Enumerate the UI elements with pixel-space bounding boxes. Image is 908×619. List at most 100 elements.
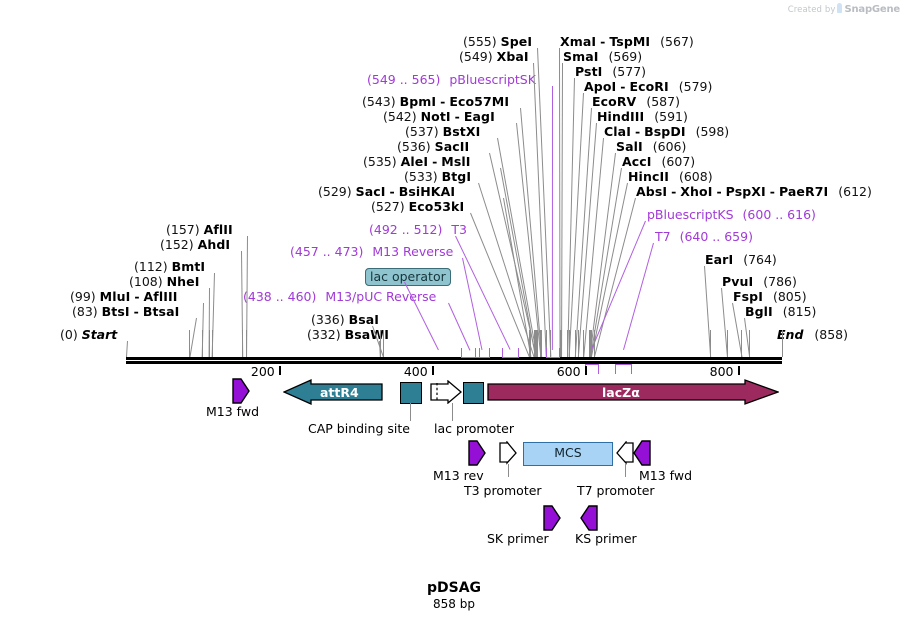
feature-m13-rev[interactable] <box>468 440 486 470</box>
enzyme-name: AflII <box>203 222 233 237</box>
enzyme-label-bmti[interactable]: (112) BmtI <box>134 259 205 274</box>
feature-lac-operator-box[interactable] <box>463 382 484 404</box>
enzyme-name: BsaWI <box>344 327 389 342</box>
enzyme-label-nhei[interactable]: (108) NheI <box>129 274 200 289</box>
restriction-tick <box>749 330 751 357</box>
enzyme-name: EcoRV <box>592 94 637 109</box>
snapgene-credit: Created by SnapGene <box>788 3 900 15</box>
enzyme-pos: (786) <box>763 274 797 289</box>
enzyme-label-pvui[interactable]: PvuI (786) <box>722 274 797 289</box>
feature-t3-promoter[interactable] <box>499 440 517 469</box>
enzyme-label-btgi[interactable]: (533) BtgI <box>404 169 471 184</box>
primer-label-m13-puc-reverse[interactable]: (438 .. 460) M13/pUC Reverse <box>243 289 436 304</box>
enzyme-label-ahdi[interactable]: (152) AhdI <box>160 237 230 252</box>
enzyme-label-aflii[interactable]: (157) AflII <box>166 222 233 237</box>
enzyme-pos: (567) <box>660 34 694 49</box>
feature-lacza[interactable] <box>487 379 780 409</box>
feature-t7-promoter[interactable] <box>616 440 634 469</box>
separator: - <box>620 79 626 94</box>
enzyme-label-xmai-tspmi[interactable]: XmaI - TspMI (567) <box>560 34 694 49</box>
enzyme-label-sali[interactable]: SalI (606) <box>616 139 686 154</box>
enzyme-label-hindiii[interactable]: HindIII (591) <box>597 109 688 124</box>
restriction-tick <box>211 330 213 357</box>
enzyme-label-ecorv[interactable]: EcoRV (587) <box>592 94 680 109</box>
separator: - <box>634 124 641 139</box>
primer-label-pbluescriptsk[interactable]: (549 .. 565) pBluescriptSK <box>367 72 536 87</box>
enzyme-label-xbai[interactable]: (549) XbaI <box>459 49 529 64</box>
enzyme-label-alei-msli[interactable]: (535) AleI - MslI <box>363 154 471 169</box>
enzyme-label-spei[interactable]: (555) SpeI <box>463 34 532 49</box>
feature-m13-fwd[interactable] <box>633 440 651 470</box>
backbone-inner-line <box>126 360 782 361</box>
enzyme-label-bsawi[interactable]: (332) BsaWI <box>307 327 389 342</box>
enzyme-name: PstI <box>575 64 603 79</box>
terminal-label-end[interactable]: End (858) <box>777 327 848 342</box>
feature-sk-primer[interactable] <box>543 505 561 535</box>
separator: - <box>454 109 460 124</box>
feature-label-t7-promoter: T7 promoter <box>577 483 655 498</box>
feature-label-m13-fwd: M13 fwd <box>639 468 693 483</box>
enzyme-name: SacI <box>355 184 386 199</box>
enzyme-label-mlui-afliii[interactable]: (99) MluI - AflIII <box>70 289 177 304</box>
enzyme-label-apoi-ecori[interactable]: ApoI - EcoRI (579) <box>584 79 712 94</box>
enzyme-label-psti[interactable]: PstI (577) <box>575 64 646 79</box>
lac-operator-chip[interactable]: lac operator <box>365 266 451 286</box>
enzyme-name: PspXI <box>725 184 766 199</box>
terminal-label-start[interactable]: (0) Start <box>60 327 117 342</box>
restriction-tick <box>567 330 569 357</box>
enzyme-pos: (542) <box>383 109 417 124</box>
plasmid-length: 858 bp <box>433 597 475 611</box>
enzyme-name: SalI <box>616 139 643 154</box>
enzyme-label-absi-xhoi-pspxi-paer7i[interactable]: AbsI - XhoI - PspXI - PaeR7I (612) <box>636 184 872 199</box>
restriction-tick <box>382 330 384 357</box>
enzyme-name: AleI <box>400 154 429 169</box>
enzyme-label-clai-bspdi[interactable]: ClaI - BspDI (598) <box>604 124 729 139</box>
arrow-right-icon <box>487 379 780 405</box>
enzyme-label-noti-eagi[interactable]: (542) NotI - EagI <box>383 109 495 124</box>
ruler-tick <box>278 366 281 375</box>
sequence-backbone[interactable] <box>126 357 782 364</box>
primer-name: pBluescriptKS <box>647 207 734 222</box>
enzyme-pos: (83) <box>72 304 98 319</box>
restriction-tick <box>535 330 537 357</box>
primer-label-t3[interactable]: (492 .. 512) T3 <box>369 222 467 237</box>
primer-range: (492 .. 512) <box>369 222 443 237</box>
primer-label-m13-reverse[interactable]: (457 .. 473) M13 Reverse <box>290 244 453 259</box>
enzyme-label-bpmi-eco57mi[interactable]: (543) BpmI - Eco57MI <box>362 94 509 109</box>
enzyme-name: ClaI <box>604 124 631 139</box>
enzyme-label-eari[interactable]: EarI (764) <box>705 252 777 267</box>
feature-lac-promoter[interactable] <box>430 379 463 408</box>
primer-label-t7[interactable]: T7 (640 .. 659) <box>655 229 753 244</box>
enzyme-label-bsai[interactable]: (336) BsaI <box>311 312 379 327</box>
feature-mcs[interactable]: MCS <box>523 442 613 466</box>
ruler-tick <box>584 366 587 375</box>
feature-cap-binding-site[interactable] <box>400 382 422 404</box>
feature-attr4[interactable] <box>282 378 383 409</box>
enzyme-label-hincii[interactable]: HincII (608) <box>628 169 713 184</box>
plasmid-name: pDSAG <box>426 580 482 596</box>
primer-label-pbluescriptks[interactable]: pBluescriptKS (600 .. 616) <box>647 207 816 222</box>
enzyme-label-smai[interactable]: SmaI (569) <box>563 49 642 64</box>
enzyme-label-eco53ki[interactable]: (527) Eco53kI <box>371 199 464 214</box>
enzyme-label-sacii[interactable]: (536) SacII <box>397 139 469 154</box>
feature-label-m13-fwd-upper: M13 fwd <box>206 404 260 419</box>
enzyme-label-saci-bsihkai[interactable]: (529) SacI - BsiHKAI <box>318 184 455 199</box>
ruler-tick <box>431 366 434 375</box>
restriction-tick <box>528 330 530 357</box>
restriction-tick <box>726 330 728 357</box>
enzyme-pos: (608) <box>678 169 713 184</box>
enzyme-label-acci[interactable]: AccI (607) <box>622 154 695 169</box>
primer-range: (457 .. 473) <box>290 244 364 259</box>
enzyme-label-btsi-btsai[interactable]: (83) BtsI - BtsaI <box>72 304 179 319</box>
primer-range: (600 .. 616) <box>742 207 816 222</box>
enzyme-label-bstxi[interactable]: (537) BstXI <box>405 124 480 139</box>
primer-bracket <box>584 364 599 374</box>
feature-m13-fwd-upper[interactable] <box>232 378 250 408</box>
feature-label-lac-promoter: lac promoter <box>434 421 514 436</box>
terminal-name: Start <box>81 327 118 342</box>
feature-ks-primer[interactable] <box>580 505 598 535</box>
enzyme-label-fspi[interactable]: FspI (805) <box>733 289 807 304</box>
enzyme-name: AflIII <box>143 289 178 304</box>
enzyme-label-bgli[interactable]: BglI (815) <box>745 304 816 319</box>
credit-brand: SnapGene <box>844 4 900 15</box>
